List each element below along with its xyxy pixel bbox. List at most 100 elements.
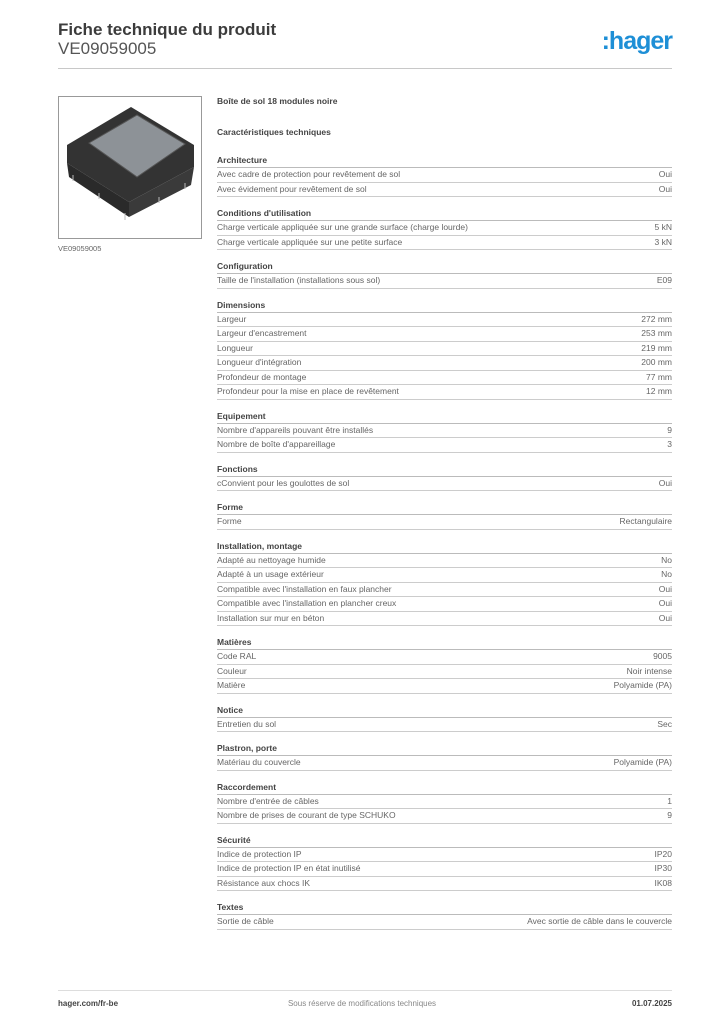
- spec-sections: Architecture Avec cadre de protection pou…: [217, 154, 672, 930]
- spec-label: Taille de l'installation (installations …: [217, 275, 381, 285]
- spec-label: Adapté à un usage extérieur: [217, 569, 324, 579]
- section-title: Raccordement: [217, 781, 672, 795]
- spec-label: Forme: [217, 516, 242, 526]
- spec-section: Raccordement Nombre d'entrée de câbles 1 No…: [217, 781, 672, 824]
- spec-row: Charge verticale appliquée sur une grand…: [217, 221, 672, 236]
- spec-row: Indice de protection IP IP20: [217, 848, 673, 862]
- section-title: Notice: [217, 704, 672, 718]
- section-title: Dimensions: [217, 299, 672, 313]
- spec-row: Couleur Noir intense: [217, 665, 672, 679]
- footer-divider: [58, 990, 672, 991]
- spec-row: Largeur 272 mm: [217, 313, 672, 327]
- spec-row: Profondeur de montage 77 mm: [217, 371, 672, 385]
- spec-value: No: [661, 569, 672, 579]
- section-title: Installation, montage: [217, 540, 672, 554]
- spec-label: Profondeur pour la mise en place de revê…: [217, 386, 399, 396]
- header-divider: [58, 68, 672, 69]
- spec-section: Textes Sortie de câble Avec sortie de câbl…: [217, 901, 672, 930]
- spec-section: Configuration Taille de l'installation (i…: [217, 260, 672, 289]
- spec-value: IP20: [654, 848, 673, 859]
- spec-label: Compatible avec l'installation en faux p…: [217, 583, 392, 594]
- spec-value: 77 mm: [646, 371, 672, 382]
- spec-label: Code RAL: [217, 651, 257, 661]
- spec-value: 5 kN: [654, 222, 672, 232]
- spec-row: Adapté au nettoyage humide No: [217, 554, 672, 568]
- spec-value: Oui: [658, 477, 672, 488]
- spec-value: IK08: [654, 877, 673, 888]
- spec-label: Nombre d'entrée de câbles: [217, 795, 319, 806]
- section-title: Matières: [217, 636, 672, 650]
- spec-value: Sec: [657, 718, 672, 729]
- product-code: VE09059005: [58, 39, 157, 58]
- spec-section: Fonctions cConvient pour les goulottes de…: [217, 463, 672, 491]
- footer-date: 01.07.2025: [631, 999, 672, 1008]
- spec-value: Polyamide (PA): [613, 680, 672, 690]
- product-image: [58, 96, 202, 239]
- spec-label: Largeur: [217, 313, 247, 324]
- spec-section: Architecture Avec cadre de protection pou…: [217, 154, 672, 197]
- spec-label: Charge verticale appliquée sur une grand…: [217, 222, 468, 232]
- spec-label: Nombre de prises de courant de type SCHU…: [217, 810, 396, 820]
- spec-value: 9: [667, 810, 672, 820]
- spec-value: E09: [656, 275, 672, 285]
- spec-label: cConvient pour les goulottes de sol: [217, 477, 350, 488]
- spec-value: 200 mm: [641, 357, 672, 367]
- product-name: Boîte de sol 18 modules noire: [217, 96, 338, 106]
- spec-value: Oui: [658, 612, 672, 623]
- spec-label: Installation sur mur en béton: [217, 612, 325, 623]
- spec-row: Charge verticale appliquée sur une petit…: [217, 236, 672, 250]
- section-title: Fonctions: [217, 463, 672, 477]
- spec-row: Compatible avec l'installation en faux p…: [217, 583, 672, 597]
- section-title: Sécurité: [217, 834, 672, 848]
- section-title: Forme: [217, 501, 672, 515]
- spec-row: Nombre d'entrée de câbles 1: [217, 795, 672, 809]
- spec-row: Adapté à un usage extérieur No: [217, 568, 672, 583]
- spec-row: cConvient pour les goulottes de sol Oui: [217, 477, 672, 491]
- spec-label: Matière: [217, 680, 246, 690]
- spec-section: Installation, montage Adapté au nettoyage…: [217, 540, 672, 626]
- spec-value: IP30: [654, 863, 673, 873]
- spec-label: Longueur d'intégration: [217, 357, 302, 367]
- spec-label: Largeur d'encastrement: [217, 328, 307, 338]
- section-title: Configuration: [217, 260, 672, 274]
- spec-row: Longueur 219 mm: [217, 342, 672, 356]
- spec-value: No: [661, 554, 672, 565]
- spec-row: Forme Rectangulaire: [217, 515, 672, 530]
- spec-label: Nombre d'appareils pouvant être installé…: [217, 424, 374, 435]
- spec-row: Nombre de boîte d'appareillage 3: [217, 438, 672, 453]
- spec-section: Dimensions Largeur 272 mm Largeur d'encastr…: [217, 299, 672, 400]
- spec-value: Avec sortie de câble dans le couvercle: [527, 916, 672, 926]
- footer-disclaimer: Sous réserve de modifications techniques: [287, 999, 437, 1008]
- spec-value: 253 mm: [641, 328, 672, 338]
- spec-label: Indice de protection IP en état inutilis…: [217, 863, 361, 873]
- spec-value: Noir intense: [626, 665, 672, 676]
- spec-value: 219 mm: [641, 342, 672, 353]
- spec-value: 9: [667, 424, 672, 435]
- spec-row: Sortie de câble Avec sortie de câble dans…: [217, 915, 672, 930]
- spec-row: Longueur d'intégration 200 mm: [217, 356, 672, 371]
- section-title: Plastron, porte: [217, 742, 672, 756]
- spec-value: 9005: [653, 651, 672, 661]
- spec-row: Code RAL 9005: [217, 650, 672, 665]
- spec-row: Nombre de prises de courant de type SCHU…: [217, 809, 672, 824]
- spec-row: Résistance aux chocs IK IK08: [217, 877, 673, 891]
- floor-box-illustration: [67, 107, 194, 220]
- spec-section: Notice Entretien du sol Sec: [217, 704, 672, 732]
- spec-value: 3: [667, 439, 672, 449]
- spec-row: Avec évidement pour revêtement de sol Oui: [217, 183, 672, 197]
- spec-row: Entretien du sol Sec: [217, 718, 672, 732]
- spec-value: Rectangulaire: [619, 516, 672, 526]
- footer-website[interactable]: hager.com/fr-be: [58, 999, 119, 1008]
- spec-row: Nombre d'appareils pouvant être installé…: [217, 424, 672, 438]
- section-title: Architecture: [217, 154, 672, 168]
- spec-row: Installation sur mur en béton Oui: [217, 612, 672, 626]
- spec-row: Matériau du couvercle Polyamide (PA): [217, 756, 672, 771]
- spec-value: 1: [667, 795, 672, 806]
- spec-label: Sortie de câble: [217, 916, 274, 926]
- spec-row: Taille de l'installation (installations …: [217, 274, 672, 289]
- spec-label: Résistance aux chocs IK: [217, 877, 311, 888]
- spec-value: 12 mm: [646, 386, 672, 396]
- section-title: Textes: [217, 901, 672, 915]
- spec-section: Matières Code RAL 9005 Couleur Noir intense M…: [217, 636, 672, 694]
- spec-label: Nombre de boîte d'appareillage: [217, 439, 336, 449]
